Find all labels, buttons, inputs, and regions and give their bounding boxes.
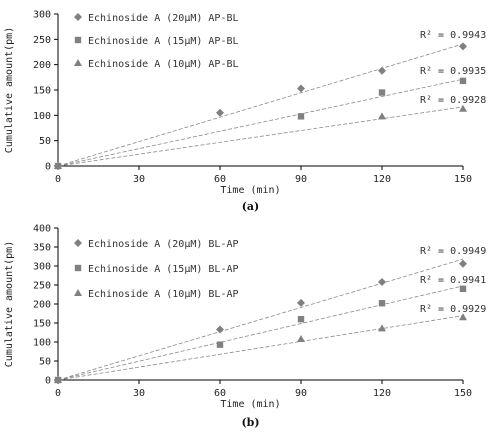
y-tick-label: 100 xyxy=(33,111,51,122)
x-tick-label: 150 xyxy=(454,388,472,399)
y-tick-label: 150 xyxy=(33,86,51,97)
x-tick-label: 0 xyxy=(55,388,61,399)
trendline-series-3 xyxy=(57,315,464,381)
y-tick-label: 200 xyxy=(33,60,51,71)
x-tick-label: 90 xyxy=(295,174,307,185)
y-tick-label: 400 xyxy=(33,224,51,235)
trendline-series-3 xyxy=(57,106,464,167)
r-squared-label-series-1: R² = 0.9949 xyxy=(420,246,486,257)
y-tick-label: 50 xyxy=(39,357,51,368)
y-tick-label: 200 xyxy=(33,300,51,311)
r-squared-label-series-2: R² = 0.9935 xyxy=(420,66,486,77)
chart-panel-1: 0 50 100 150 200 250 300 0 30 60 90 120 150 Time (min… xyxy=(4,10,486,214)
trendline-series-2 xyxy=(57,78,464,167)
x-tick-label: 120 xyxy=(373,174,391,185)
x-tick-label: 30 xyxy=(133,174,145,185)
y-tick-label: 0 xyxy=(45,162,51,173)
y-tick-label: 300 xyxy=(33,262,51,273)
data-point-series-2 xyxy=(378,89,386,96)
x-tick-label: 0 xyxy=(55,174,61,185)
legend-marker-series-2 xyxy=(74,264,82,272)
data-point-series-1 xyxy=(378,277,386,286)
r-squared-label-series-3: R² = 0.9929 xyxy=(420,304,486,315)
x-tick-label: 150 xyxy=(454,174,472,185)
legend-label-series-2: Echinoside A (15μM) AP-BL xyxy=(88,36,239,47)
y-tick-label: 250 xyxy=(33,281,51,292)
data-point-series-2 xyxy=(459,77,467,85)
legend-label-series-1: Echinoside A (20μM) BL-AP xyxy=(88,239,239,250)
y-tick-label: 0 xyxy=(45,376,51,387)
data-point-series-2 xyxy=(378,300,386,307)
y-tick-label: 300 xyxy=(33,10,51,21)
data-point-series-1 xyxy=(216,108,224,117)
data-point-series-1 xyxy=(459,259,467,268)
data-point-series-2 xyxy=(297,316,305,323)
legend-marker-series-1 xyxy=(74,239,82,247)
data-point-series-2 xyxy=(216,341,224,348)
y-tick-label: 350 xyxy=(33,243,51,254)
data-point-series-3 xyxy=(378,112,386,120)
x-tick-label: 60 xyxy=(214,388,226,399)
legend-marker-series-2 xyxy=(74,36,82,44)
data-point-series-1 xyxy=(459,42,467,51)
x-tick-label: 60 xyxy=(214,174,226,185)
legend-label-series-3: Echinoside A (10μM) BL-AP xyxy=(88,289,239,300)
trendline-series-2 xyxy=(57,285,464,381)
data-point-series-3 xyxy=(459,313,467,321)
data-point-series-3 xyxy=(459,104,467,112)
panel-label: (a) xyxy=(242,200,260,213)
x-tick-label: 30 xyxy=(133,388,145,399)
data-point-series-3 xyxy=(297,334,305,342)
data-point-series-1 xyxy=(297,298,305,307)
r-squared-label-series-2: R² = 0.9941 xyxy=(420,275,486,286)
legend-marker-series-3 xyxy=(74,289,82,296)
legend-label-series-1: Echinoside A (20μM) AP-BL xyxy=(88,13,239,24)
chart-panel-2: 0 50 100 150 200 250 300 350 400 0 30 60 90 120 150 Tim… xyxy=(4,224,486,430)
x-tick-label: 90 xyxy=(295,388,307,399)
y-tick-label: 250 xyxy=(33,35,51,46)
x-axis-title: Time (min) xyxy=(220,185,280,196)
trendline-series-1 xyxy=(57,43,464,167)
x-axis-title: Time (min) xyxy=(220,399,280,410)
y-tick-label: 50 xyxy=(39,136,51,147)
data-point-series-3 xyxy=(54,162,62,169)
data-point-series-1 xyxy=(378,66,386,75)
panel-label: (b) xyxy=(241,416,259,429)
data-point-series-1 xyxy=(216,325,224,334)
data-point-series-3 xyxy=(378,324,386,332)
data-point-series-1 xyxy=(297,84,305,93)
y-tick-label: 150 xyxy=(33,319,51,330)
y-axis-title: Cumulative amount(pm) xyxy=(4,27,15,153)
trendline-series-1 xyxy=(57,258,464,381)
y-axis-title: Cumulative amount(pm) xyxy=(4,241,15,367)
data-point-series-2 xyxy=(297,113,305,120)
legend-label-series-2: Echinoside A (15μM) BL-AP xyxy=(88,264,239,275)
r-squared-label-series-3: R² = 0.9928 xyxy=(420,95,486,106)
r-squared-label-series-1: R² = 0.9943 xyxy=(420,30,486,41)
legend-marker-series-1 xyxy=(74,13,82,21)
data-point-series-3 xyxy=(54,376,62,383)
x-tick-label: 120 xyxy=(373,388,391,399)
legend-marker-series-3 xyxy=(74,59,82,66)
legend-label-series-3: Echinoside A (10μM) AP-BL xyxy=(88,59,239,70)
data-point-series-2 xyxy=(459,285,467,292)
y-tick-label: 100 xyxy=(33,338,51,349)
